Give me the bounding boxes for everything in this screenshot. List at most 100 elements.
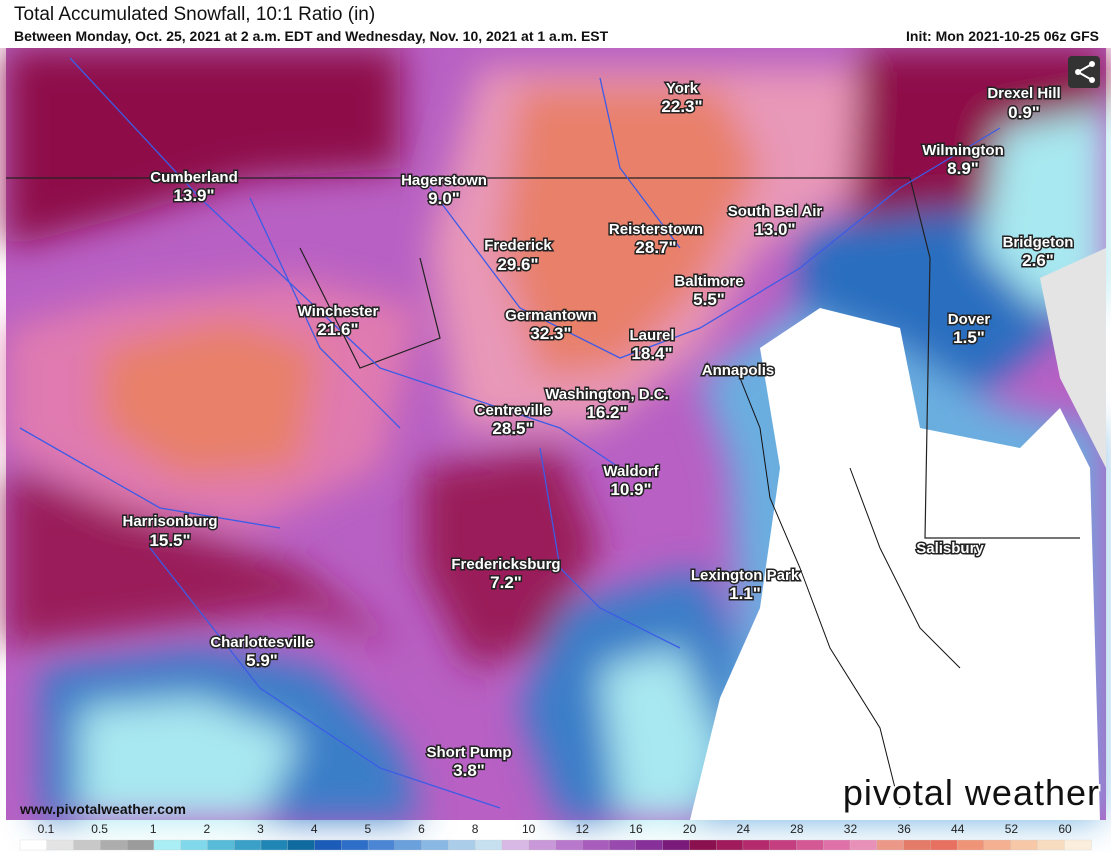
city-value: 5.5" <box>693 290 725 309</box>
legend-label: 5 <box>364 822 371 836</box>
legend-swatch <box>314 839 342 851</box>
legend-swatch <box>528 839 557 851</box>
legend-swatch <box>234 839 262 851</box>
coastline <box>739 377 961 809</box>
share-icon[interactable] <box>1089 61 1095 67</box>
legend-swatch <box>367 839 396 851</box>
share-icon[interactable] <box>1075 69 1081 75</box>
city-name: York <box>666 80 699 97</box>
legend-label: 32 <box>844 822 858 836</box>
legend-label: 1 <box>150 822 157 836</box>
city-value: 13.0" <box>754 220 795 239</box>
legend-swatch <box>635 839 664 851</box>
legend-swatch <box>73 839 101 851</box>
share-button-bg[interactable] <box>1068 56 1100 88</box>
no-snow-area <box>1040 248 1106 468</box>
city-value: 8.9" <box>947 159 979 178</box>
legend-swatch <box>260 839 289 851</box>
city-name: Reisterstown <box>609 221 703 238</box>
share-icon[interactable] <box>1089 77 1095 83</box>
city-value: 22.3" <box>661 97 702 116</box>
legend-label: 24 <box>737 822 751 836</box>
city-value: 10.9" <box>610 480 651 499</box>
legend-swatch <box>1037 839 1065 851</box>
legend-swatch <box>608 839 637 851</box>
init-time: Init: Mon 2021-10-25 06z GFS <box>906 28 1099 44</box>
legend-swatch <box>983 839 1012 851</box>
city-value: 1.1" <box>729 584 761 603</box>
legend-swatch <box>341 839 369 851</box>
city-name: Harrisonburg <box>122 513 217 530</box>
city-name: Cumberland <box>150 169 238 186</box>
legend-label: 2 <box>204 822 211 836</box>
legend-swatch <box>849 839 878 851</box>
roads <box>19 57 1001 809</box>
subtitle: Between Monday, Oct. 25, 2021 at 2 a.m. … <box>14 28 609 44</box>
legend-swatch <box>716 839 744 851</box>
legend-swatch <box>394 839 423 851</box>
city-value: 5.9" <box>246 651 278 670</box>
city-value: 21.6" <box>317 320 358 339</box>
city-name: Dover <box>948 311 991 328</box>
city-name: Lexington Park <box>691 567 800 584</box>
legend-swatch <box>555 839 583 851</box>
legend-label: 52 <box>1005 822 1019 836</box>
city-value: 29.6" <box>497 255 538 274</box>
legend-swatch <box>769 839 798 851</box>
legend-label: 10 <box>522 822 536 836</box>
legend-swatch <box>876 839 905 851</box>
city-value: 3.8" <box>453 761 485 780</box>
legend-label: 44 <box>951 822 965 836</box>
legend-swatch <box>903 839 932 851</box>
legend-swatch <box>662 839 691 851</box>
legend: 0.1 0.5 1 2 3 4 5 6 8 10 12 16 20 24 28 32 36 44 52 60 <box>19 822 1092 851</box>
city-name: South Bel Air <box>728 203 823 220</box>
city-name: Short Pump <box>427 744 512 761</box>
legend-swatch <box>1064 839 1092 851</box>
legend-label: 0.1 <box>38 822 55 836</box>
site-url: www.pivotalweather.com <box>19 801 186 817</box>
legend-swatch <box>501 839 530 851</box>
city-name: Hagerstown <box>401 172 487 189</box>
city-name: Salisbury <box>916 540 984 557</box>
legend-label: 16 <box>629 822 643 836</box>
map: York 22.3" Drexel Hill 0.9" Cumberland 1… <box>6 48 1106 820</box>
legend-label: 3 <box>257 822 264 836</box>
city-name: Washington, D.C. <box>545 386 669 403</box>
legend-swatch <box>19 839 48 851</box>
legend-label: 12 <box>576 822 590 836</box>
city-name: Germantown <box>505 307 597 324</box>
city-value: 28.5" <box>492 419 533 438</box>
legend-label: 8 <box>472 822 479 836</box>
legend-swatch <box>207 839 235 851</box>
legend-swatch <box>448 839 476 851</box>
legend-label: 60 <box>1058 822 1072 836</box>
legend-swatch <box>1010 839 1039 851</box>
logo: pivotal weather <box>843 772 1100 813</box>
city-name: Annapolis <box>702 362 775 379</box>
legend-label: 6 <box>418 822 425 836</box>
legend-swatch <box>689 839 717 851</box>
legend-swatch <box>956 839 985 851</box>
no-snow-area <box>690 308 1100 820</box>
city-value: 16.2" <box>586 403 627 422</box>
legend-swatch <box>180 839 209 851</box>
legend-label: 0.5 <box>91 822 108 836</box>
legend-swatch <box>582 839 610 851</box>
city-name: Laurel <box>629 327 674 344</box>
city-name: Wilmington <box>922 142 1004 159</box>
city-value: 32.3" <box>530 324 571 343</box>
legend-label: 36 <box>897 822 911 836</box>
city-value: 7.2" <box>490 573 522 592</box>
city-value: 9.0" <box>428 189 460 208</box>
city-name: Bridgeton <box>1003 234 1074 251</box>
legend-swatch <box>796 839 824 851</box>
city-value: 1.5" <box>953 328 985 347</box>
share-button[interactable] <box>1068 56 1100 88</box>
legend-swatch <box>153 839 182 851</box>
city-name: Drexel Hill <box>987 85 1060 102</box>
city-name: Centreville <box>475 402 552 419</box>
legend-label: 4 <box>311 822 318 836</box>
legend-label: 20 <box>683 822 697 836</box>
